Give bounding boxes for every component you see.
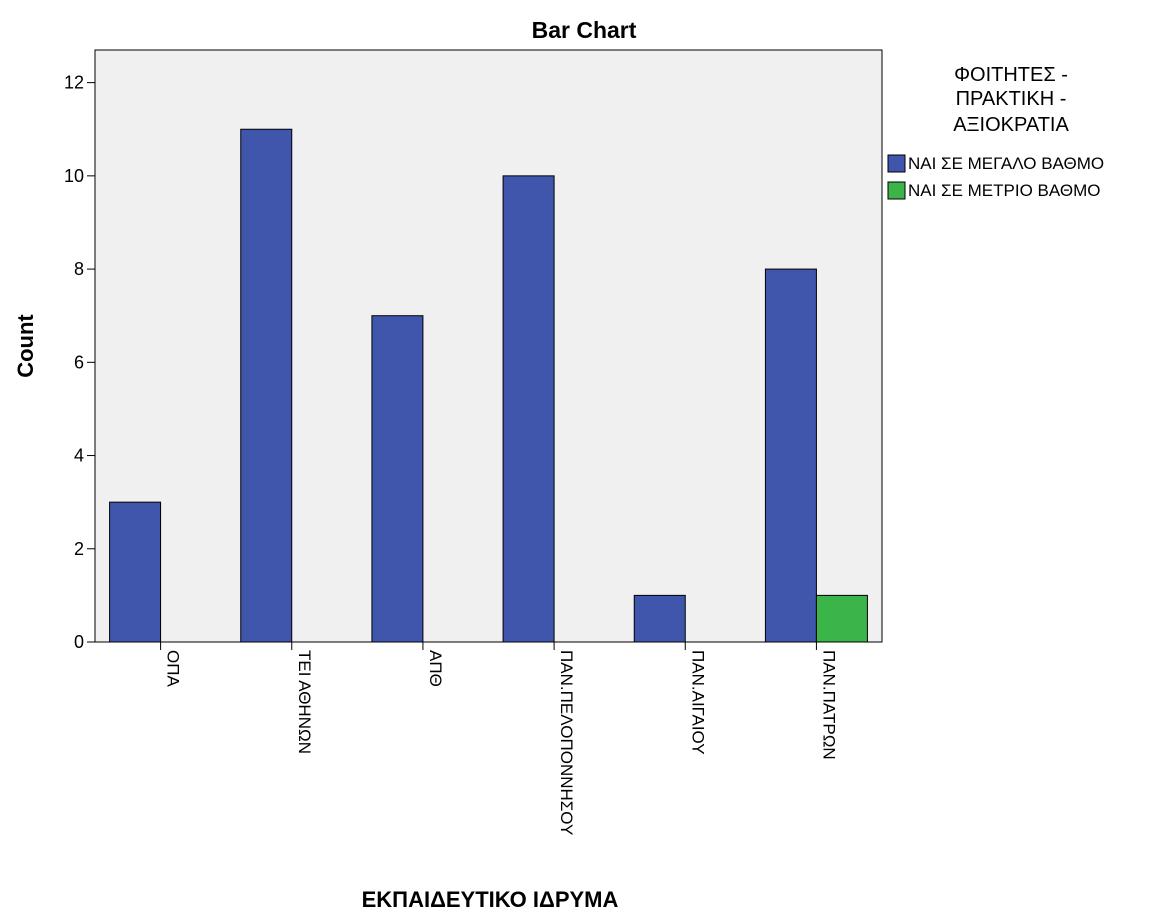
legend-entry-label: ΝΑΙ ΣΕ ΜΕΓΑΛΟ ΒΑΘΜΟ: [908, 154, 1104, 173]
y-tick-label: 0: [74, 632, 84, 652]
bar-1-1: [109, 501, 162, 643]
legend: ΦΟΙΤΗΤΕΣ - ΠΡΑΚΤΙΚΗ - ΑΞΙΟΚΡΑΤΙΑ ΝΑΙ ΣΕ …: [887, 64, 1104, 200]
y-tick-label: 10: [64, 166, 84, 186]
y-tick-label: 2: [74, 539, 84, 559]
legend-entry-label: ΝΑΙ ΣΕ ΜΕΤΡΙΟ ΒΑΘΜΟ: [908, 181, 1100, 200]
x-tick-label: ΠΑΝ.ΠΕΛΟΠΟΝΝΗΣΟΥ: [557, 650, 576, 835]
x-tick-label: ΠΑΝ.ΑΙΓΑΙΟΥ: [688, 650, 707, 755]
legend-title-line-1: ΦΟΙΤΗΤΕΣ -: [954, 64, 1068, 86]
x-tick-label: ΠΑΝ.ΠΑΤΡΩΝ: [819, 650, 838, 760]
bar-1-2: [240, 128, 293, 643]
bar-1-5: [633, 594, 686, 643]
x-tick-label: ΑΠΘ: [426, 650, 445, 687]
bars-group: [109, 128, 868, 643]
bar-1-6: [764, 268, 817, 643]
legend-title-line-3: ΑΞΙΟΚΡΑΤΙΑ: [953, 114, 1069, 136]
bar-1-4: [502, 175, 555, 643]
x-tick-label: ΤΕΙ ΑΘΗΝΩΝ: [295, 650, 314, 754]
x-axis-label: ΕΚΠΑΙΔΕΥΤΙΚΟ ΙΔΡΥΜΑ: [362, 887, 619, 912]
bar-2-6: [815, 594, 868, 643]
legend-title-line-2: ΠΡΑΚΤΙΚΗ -: [956, 88, 1067, 110]
plot-area: [94, 49, 883, 643]
y-tick-label: 8: [74, 259, 84, 279]
y-axis: 0 2 4 6 8 10 12: [64, 73, 95, 652]
y-tick-label: 12: [64, 73, 84, 93]
chart-title: Bar Chart: [532, 17, 637, 43]
y-tick-label: 4: [74, 446, 84, 466]
y-axis-label: Count: [13, 314, 38, 378]
bar-1-3: [371, 315, 424, 643]
legend-swatch: [887, 181, 906, 200]
y-tick-label: 6: [74, 352, 84, 372]
x-tick-label: ΟΠΑ: [164, 650, 183, 688]
legend-swatch: [887, 154, 906, 173]
x-axis: ΟΠΑ ΤΕΙ ΑΘΗΝΩΝ ΑΠΘ ΠΑΝ.ΠΕΛΟΠΟΝΝΗΣΟΥ ΠΑΝ.ΑΙΓΑ…: [160, 642, 838, 835]
